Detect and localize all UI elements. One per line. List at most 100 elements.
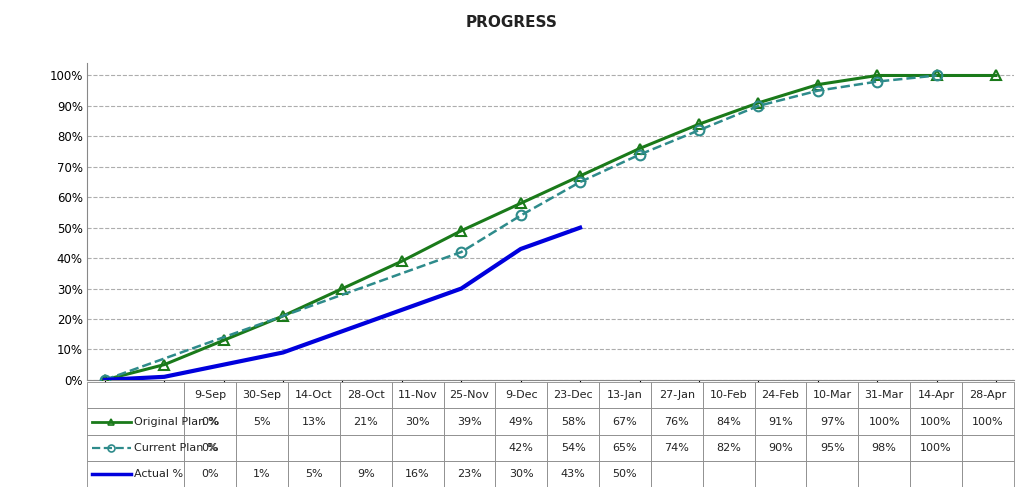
- Text: 5%: 5%: [253, 416, 271, 427]
- Bar: [755, 435, 807, 461]
- Bar: [237, 409, 288, 434]
- Bar: [496, 461, 547, 487]
- Text: 43%: 43%: [561, 469, 586, 479]
- Text: 9%: 9%: [357, 469, 375, 479]
- Bar: [651, 461, 702, 487]
- Bar: [807, 461, 858, 487]
- Bar: [547, 409, 599, 434]
- Text: 39%: 39%: [457, 416, 482, 427]
- Bar: [87, 461, 184, 487]
- Bar: [651, 382, 702, 409]
- Text: 24-Feb: 24-Feb: [762, 391, 800, 400]
- Bar: [340, 409, 392, 434]
- Bar: [87, 382, 184, 409]
- Text: PROGRESS: PROGRESS: [466, 15, 558, 30]
- Text: 30%: 30%: [509, 469, 534, 479]
- Bar: [392, 382, 443, 409]
- Text: 91%: 91%: [768, 416, 793, 427]
- Bar: [755, 382, 807, 409]
- Text: 14-Apr: 14-Apr: [918, 391, 954, 400]
- Text: 0%: 0%: [202, 416, 219, 427]
- Bar: [807, 382, 858, 409]
- Bar: [858, 461, 910, 487]
- Bar: [443, 435, 496, 461]
- Bar: [962, 435, 1014, 461]
- Text: 23%: 23%: [457, 469, 482, 479]
- Bar: [184, 409, 237, 434]
- Bar: [702, 382, 755, 409]
- Text: 50%: 50%: [612, 469, 637, 479]
- Text: 76%: 76%: [665, 416, 689, 427]
- Bar: [547, 435, 599, 461]
- Bar: [184, 382, 237, 409]
- Bar: [496, 435, 547, 461]
- Text: Actual %: Actual %: [134, 469, 183, 479]
- Bar: [237, 461, 288, 487]
- Text: Current Plan %: Current Plan %: [134, 443, 217, 453]
- Text: 100%: 100%: [868, 416, 900, 427]
- Bar: [340, 461, 392, 487]
- Text: 97%: 97%: [820, 416, 845, 427]
- Text: 30%: 30%: [406, 416, 430, 427]
- Text: 58%: 58%: [561, 416, 586, 427]
- Bar: [858, 435, 910, 461]
- Text: 0%: 0%: [202, 469, 219, 479]
- Bar: [962, 461, 1014, 487]
- Bar: [443, 409, 496, 434]
- Bar: [858, 409, 910, 434]
- Text: 10-Mar: 10-Mar: [813, 391, 852, 400]
- Bar: [962, 409, 1014, 434]
- Bar: [599, 435, 651, 461]
- Bar: [87, 409, 184, 434]
- Bar: [340, 382, 392, 409]
- Bar: [288, 409, 340, 434]
- Bar: [392, 435, 443, 461]
- Bar: [87, 435, 184, 461]
- Text: 23-Dec: 23-Dec: [553, 391, 593, 400]
- Bar: [547, 382, 599, 409]
- Bar: [237, 382, 288, 409]
- Text: 100%: 100%: [921, 416, 952, 427]
- Bar: [392, 461, 443, 487]
- Bar: [962, 382, 1014, 409]
- Bar: [807, 435, 858, 461]
- Bar: [184, 461, 237, 487]
- Bar: [651, 435, 702, 461]
- Bar: [443, 461, 496, 487]
- Text: 28-Apr: 28-Apr: [969, 391, 1007, 400]
- Text: 90%: 90%: [768, 443, 793, 453]
- Text: 100%: 100%: [921, 443, 952, 453]
- Text: 82%: 82%: [716, 443, 741, 453]
- Bar: [288, 435, 340, 461]
- Text: 42%: 42%: [509, 443, 534, 453]
- Text: 13-Jan: 13-Jan: [607, 391, 643, 400]
- Bar: [702, 461, 755, 487]
- Bar: [755, 409, 807, 434]
- Bar: [910, 409, 962, 434]
- Text: 74%: 74%: [665, 443, 689, 453]
- Text: 10-Feb: 10-Feb: [710, 391, 748, 400]
- Text: 65%: 65%: [612, 443, 637, 453]
- Text: 27-Jan: 27-Jan: [658, 391, 695, 400]
- Bar: [755, 461, 807, 487]
- Bar: [910, 382, 962, 409]
- Bar: [496, 382, 547, 409]
- Text: 67%: 67%: [612, 416, 637, 427]
- Text: 11-Nov: 11-Nov: [397, 391, 437, 400]
- Bar: [184, 435, 237, 461]
- Bar: [599, 382, 651, 409]
- Bar: [392, 409, 443, 434]
- Text: 54%: 54%: [561, 443, 586, 453]
- Text: 21%: 21%: [353, 416, 378, 427]
- Bar: [496, 409, 547, 434]
- Bar: [237, 435, 288, 461]
- Bar: [651, 409, 702, 434]
- Bar: [858, 382, 910, 409]
- Text: 25-Nov: 25-Nov: [450, 391, 489, 400]
- Text: 84%: 84%: [716, 416, 741, 427]
- Bar: [599, 409, 651, 434]
- Bar: [443, 382, 496, 409]
- Bar: [702, 409, 755, 434]
- Text: 28-Oct: 28-Oct: [347, 391, 385, 400]
- Text: 98%: 98%: [871, 443, 897, 453]
